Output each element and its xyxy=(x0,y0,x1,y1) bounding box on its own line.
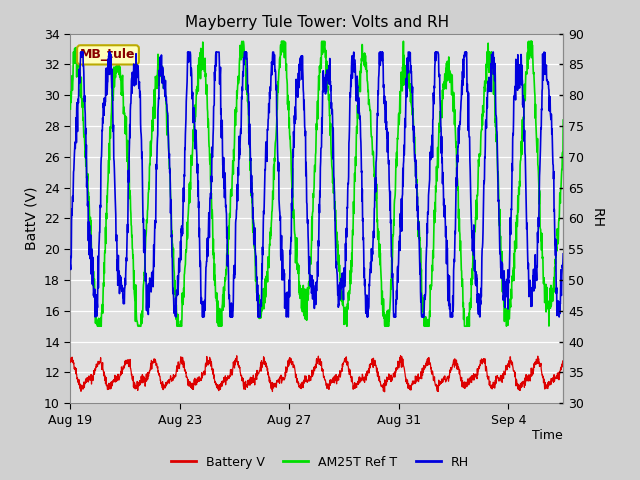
Text: MB_tule: MB_tule xyxy=(80,48,136,61)
Y-axis label: RH: RH xyxy=(589,208,604,228)
Title: Mayberry Tule Tower: Volts and RH: Mayberry Tule Tower: Volts and RH xyxy=(185,15,449,30)
Legend: Battery V, AM25T Ref T, RH: Battery V, AM25T Ref T, RH xyxy=(166,451,474,474)
Y-axis label: BattV (V): BattV (V) xyxy=(24,187,38,250)
Text: Time: Time xyxy=(532,429,563,442)
